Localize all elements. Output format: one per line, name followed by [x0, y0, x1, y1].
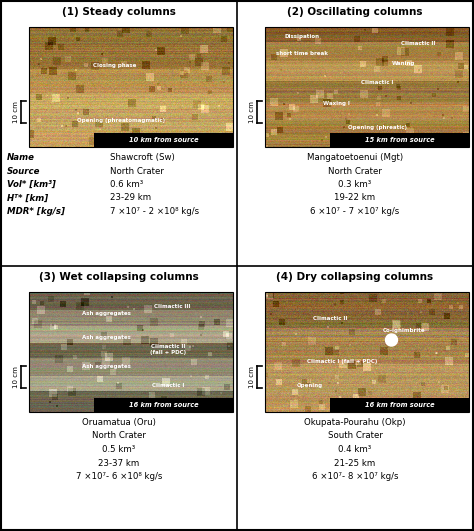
- Text: 0.4 km³: 0.4 km³: [338, 445, 372, 454]
- Text: 10 cm: 10 cm: [13, 366, 19, 388]
- Text: Opening (phreatic): Opening (phreatic): [348, 125, 407, 130]
- Text: Ash aggregates: Ash aggregates: [82, 335, 131, 340]
- Text: Climactic I: Climactic I: [361, 80, 393, 85]
- Text: Climactic I (fall + PDC): Climactic I (fall + PDC): [307, 359, 378, 364]
- Text: Ash aggregates: Ash aggregates: [82, 311, 131, 316]
- Text: Shawcroft (Sw): Shawcroft (Sw): [109, 153, 174, 162]
- Text: MDR* [kg/s]: MDR* [kg/s]: [7, 207, 65, 216]
- Text: short time break: short time break: [276, 51, 328, 56]
- Text: 19-22 km: 19-22 km: [335, 193, 375, 202]
- Text: 16 km from source: 16 km from source: [365, 402, 435, 408]
- Text: Waning: Waning: [392, 61, 415, 65]
- Text: Hᵀ* [km]: Hᵀ* [km]: [7, 193, 48, 202]
- Text: Opening (phreatomagmatic): Opening (phreatomagmatic): [77, 118, 165, 123]
- Text: Co-ignimbrite: Co-ignimbrite: [383, 328, 425, 333]
- Text: 0.3 km³: 0.3 km³: [338, 180, 372, 189]
- Text: 10 cm: 10 cm: [13, 101, 19, 123]
- Text: Climactic II: Climactic II: [313, 316, 347, 321]
- Bar: [265, 27, 469, 147]
- Text: 21-25 km: 21-25 km: [334, 458, 375, 467]
- Text: 0.6 km³: 0.6 km³: [109, 180, 143, 189]
- Bar: [29, 27, 233, 147]
- Text: South Crater: South Crater: [328, 432, 383, 441]
- Bar: [94, 133, 233, 147]
- Text: Climactic I: Climactic I: [152, 383, 184, 388]
- Text: North Crater: North Crater: [328, 167, 382, 176]
- Text: 15 km from source: 15 km from source: [365, 137, 435, 143]
- Text: 23-37 km: 23-37 km: [99, 458, 140, 467]
- Text: Climactic III: Climactic III: [154, 304, 190, 309]
- Text: (3) Wet collapsing columns: (3) Wet collapsing columns: [39, 272, 199, 282]
- Text: 6 ×10⁷ - 7 ×10⁷ kg/s: 6 ×10⁷ - 7 ×10⁷ kg/s: [310, 207, 400, 216]
- Text: 10 cm: 10 cm: [249, 101, 255, 123]
- Text: 16 km from source: 16 km from source: [129, 402, 199, 408]
- Bar: [94, 398, 233, 412]
- Text: (1) Steady columns: (1) Steady columns: [62, 7, 176, 17]
- Text: Okupata-Pourahu (Okp): Okupata-Pourahu (Okp): [304, 418, 406, 427]
- Text: 0.5 km³: 0.5 km³: [102, 445, 136, 454]
- Text: Ash aggregates: Ash aggregates: [82, 364, 131, 369]
- Text: Mangatoetoenui (Mgt): Mangatoetoenui (Mgt): [307, 153, 403, 162]
- Text: Oruamatua (Oru): Oruamatua (Oru): [82, 418, 156, 427]
- Text: Climactic II: Climactic II: [401, 41, 435, 46]
- Text: 6 ×10⁷- 8 ×10⁷ kg/s: 6 ×10⁷- 8 ×10⁷ kg/s: [312, 472, 398, 481]
- Bar: [330, 398, 469, 412]
- Bar: [29, 292, 233, 412]
- Text: Vol* [km³]: Vol* [km³]: [7, 180, 56, 189]
- Text: 23-29 km: 23-29 km: [109, 193, 151, 202]
- Text: 10 cm: 10 cm: [249, 366, 255, 388]
- Bar: [265, 292, 469, 412]
- Text: Dissipation: Dissipation: [284, 34, 319, 39]
- Text: 10 km from source: 10 km from source: [129, 137, 199, 143]
- Text: Closing phase: Closing phase: [93, 63, 137, 68]
- Text: Waxing I: Waxing I: [323, 101, 350, 106]
- Text: Climactic II
(fall + PDC): Climactic II (fall + PDC): [150, 344, 186, 355]
- Text: (2) Oscillating columns: (2) Oscillating columns: [287, 7, 423, 17]
- Text: North Crater: North Crater: [109, 167, 164, 176]
- Text: 7 ×10⁷ - 2 ×10⁸ kg/s: 7 ×10⁷ - 2 ×10⁸ kg/s: [109, 207, 199, 216]
- Circle shape: [385, 334, 398, 346]
- Text: (4) Dry collapsing columns: (4) Dry collapsing columns: [276, 272, 434, 282]
- Text: North Crater: North Crater: [92, 432, 146, 441]
- Bar: [330, 133, 469, 147]
- Text: Name: Name: [7, 153, 35, 162]
- Text: Opening: Opening: [297, 383, 323, 388]
- Text: 7 ×10⁷- 6 ×10⁸ kg/s: 7 ×10⁷- 6 ×10⁸ kg/s: [76, 472, 162, 481]
- Text: Source: Source: [7, 167, 40, 176]
